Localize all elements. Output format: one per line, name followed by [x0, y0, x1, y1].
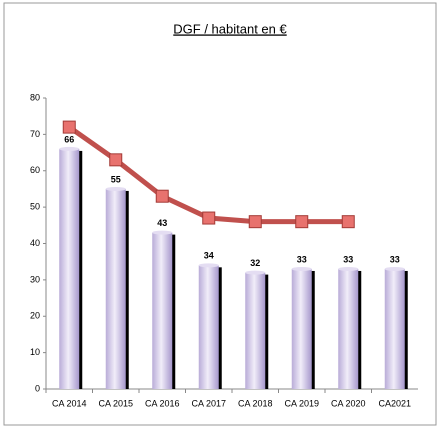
value-label: 33	[390, 254, 400, 264]
bar	[384, 268, 405, 389]
y-tick-label: 0	[35, 383, 40, 393]
bar	[245, 272, 266, 389]
y-tick-label: 70	[30, 129, 40, 139]
marker	[295, 215, 309, 229]
bar-cap	[291, 266, 312, 271]
x-tick-label: CA 2014	[52, 398, 87, 408]
bar-cap	[152, 230, 173, 235]
bar	[59, 148, 80, 389]
x-tick-label: CA 2016	[145, 398, 180, 408]
marker	[109, 153, 123, 167]
x-tick-label: CA 2015	[98, 398, 133, 408]
y-tick-label: 20	[30, 311, 40, 321]
bar	[198, 265, 219, 389]
value-label: 66	[64, 134, 74, 144]
x-tick-label: CA 2017	[191, 398, 226, 408]
x-tick-label: CA 2020	[331, 398, 366, 408]
x-tick-label: CA 2018	[238, 398, 273, 408]
y-tick-label: 60	[30, 165, 40, 175]
y-tick-label: 10	[30, 347, 40, 357]
value-label: 55	[111, 174, 121, 184]
bar-cap	[105, 186, 126, 191]
bar	[105, 188, 126, 389]
bar-cap	[245, 270, 266, 275]
value-label: 33	[297, 254, 307, 264]
value-label: 33	[343, 254, 353, 264]
x-tick-label: CA2021	[378, 398, 411, 408]
bar	[291, 268, 312, 389]
marker	[202, 211, 216, 225]
y-tick-label: 80	[30, 92, 40, 102]
value-label: 43	[157, 218, 167, 228]
bar	[152, 232, 173, 389]
value-label: 34	[204, 251, 214, 261]
bar-cap	[59, 146, 80, 151]
y-tick-label: 40	[30, 238, 40, 248]
value-label: 32	[250, 258, 260, 268]
bar-cap	[384, 266, 405, 271]
bar-cap	[338, 266, 359, 271]
bar	[338, 268, 359, 389]
marker	[341, 215, 355, 229]
x-tick-label: CA 2019	[284, 398, 319, 408]
marker	[62, 120, 76, 134]
bar-cap	[198, 263, 219, 268]
y-tick-label: 30	[30, 274, 40, 284]
chart-title: DGF / habitant en €	[173, 21, 287, 36]
marker	[155, 189, 169, 203]
y-tick-label: 50	[30, 202, 40, 212]
marker	[248, 215, 262, 229]
